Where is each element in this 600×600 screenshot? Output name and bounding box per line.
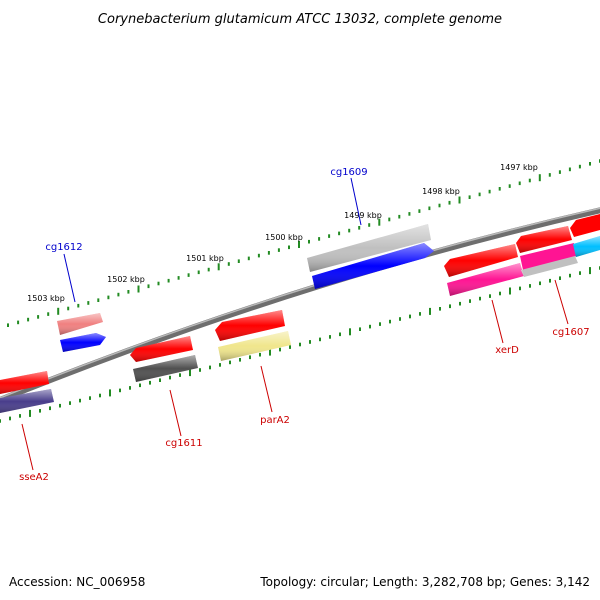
scale-label: 1498 kbp (422, 187, 460, 196)
scale-ticks-bottom (0, 266, 600, 423)
scale-label: 1503 kbp (27, 294, 65, 303)
gene-label-xerD: xerD (495, 345, 519, 356)
map-title: Corynebacterium glutamicum ATCC 13032, c… (98, 12, 502, 27)
gene-shading (0, 224, 600, 413)
gene-gray-right[interactable] (521, 256, 578, 277)
scale-label: 1499 kbp (344, 211, 382, 220)
scale-label: 1501 kbp (186, 254, 224, 263)
label-leaders (21, 177, 569, 471)
gene-label-sseA2: sseA2 (19, 472, 49, 483)
gene-labels: cg1612 cg1609 sseA2 cg1611 parA2 xerD cg… (19, 167, 590, 483)
genome-summary-text: Topology: circular; Length: 3,282,708 bp… (259, 575, 590, 589)
accession-text: Accession: NC_006958 (9, 575, 145, 589)
scale-label: 1500 kbp (265, 233, 303, 242)
gene-label-parA2: parA2 (260, 415, 290, 426)
gene-label-cg1612: cg1612 (45, 242, 82, 253)
scale-labels: 1503 kbp 1502 kbp 1501 kbp 1500 kbp 1499… (27, 163, 538, 303)
scale-label: 1502 kbp (107, 275, 145, 284)
gene-red-right-b[interactable] (570, 214, 600, 237)
gene-pink-right[interactable] (520, 243, 577, 270)
scale-ticks-top (7, 159, 600, 327)
gene-label-cg1611: cg1611 (165, 438, 202, 449)
gene-label-cg1607: cg1607 (552, 327, 589, 338)
scale-label: 1497 kbp (500, 163, 538, 172)
genome-backbone (0, 207, 600, 404)
gene-label-cg1609: cg1609 (330, 167, 367, 178)
